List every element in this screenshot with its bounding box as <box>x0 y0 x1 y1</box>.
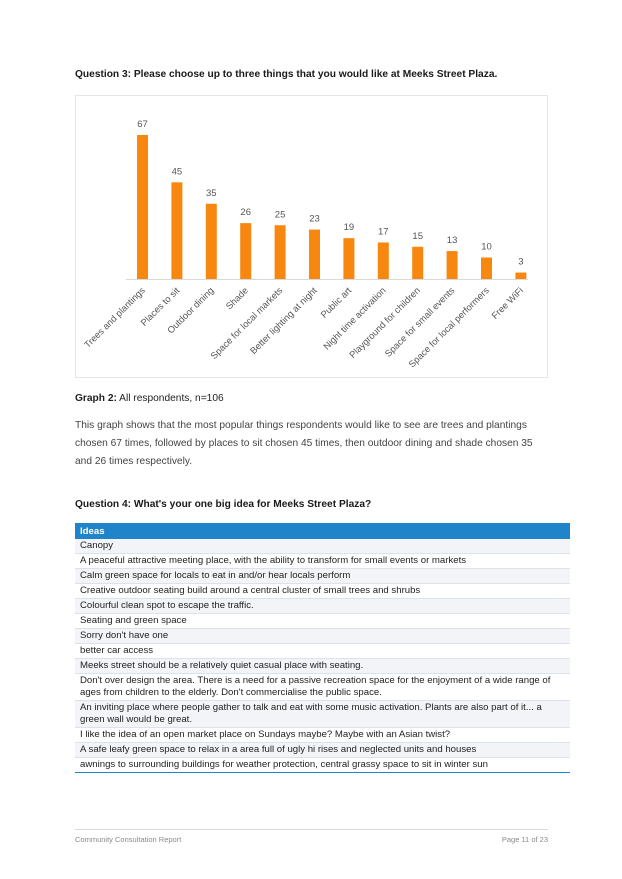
idea-cell: A safe leafy green space to relax in a a… <box>75 742 570 758</box>
category-label: Shade <box>224 285 250 311</box>
idea-cell: A peaceful attractive meeting place, wit… <box>75 553 570 569</box>
ideas-table-row: I like the idea of an open market place … <box>75 727 570 743</box>
ideas-table: Ideas Canopy A peaceful attractive meetin… <box>75 523 570 773</box>
footer-divider <box>75 829 548 830</box>
data-label: 26 <box>240 207 251 218</box>
ideas-table-row: Calm green space for locals to eat in an… <box>75 568 570 584</box>
data-label: 25 <box>275 209 286 220</box>
category-label: Trees and plantings <box>82 285 147 350</box>
idea-cell: I like the idea of an open market place … <box>75 727 570 743</box>
idea-cell: Meeks street should be a relatively quie… <box>75 658 570 674</box>
idea-cell: An inviting place where people gather to… <box>75 700 570 728</box>
ideas-table-row: Meeks street should be a relatively quie… <box>75 658 570 674</box>
data-label: 15 <box>412 231 423 242</box>
graph-caption: Graph 2: All respondents, n=106 <box>75 393 224 404</box>
bar <box>274 225 286 279</box>
idea-cell: Don't over design the area. There is a n… <box>75 673 570 701</box>
idea-cell: Sorry don't have one <box>75 628 570 644</box>
category-label: Public art <box>319 285 354 320</box>
ideas-table-row: Don't over design the area. There is a n… <box>75 673 570 701</box>
idea-cell: awnings to surrounding buildings for wea… <box>75 757 570 773</box>
ideas-table-row: Seating and green space <box>75 613 570 629</box>
bar <box>205 203 217 279</box>
bar <box>412 246 424 279</box>
idea-cell: Calm green space for locals to eat in an… <box>75 568 570 584</box>
footer-report-title: Community Consultation Report <box>75 835 182 844</box>
data-label: 17 <box>378 226 389 237</box>
bar <box>240 223 252 279</box>
ideas-table-row: An inviting place where people gather to… <box>75 700 570 728</box>
ideas-table-row: Canopy <box>75 539 570 554</box>
category-label: Better lighting at night <box>248 285 319 356</box>
ideas-table-row: Creative outdoor seating build around a … <box>75 583 570 599</box>
bar <box>377 242 389 279</box>
question-4-title: Question 4: What's your one big idea for… <box>75 499 372 510</box>
bar <box>343 238 355 279</box>
footer-page-number: Page 11 of 23 <box>501 835 548 844</box>
data-label: 3 <box>518 257 523 268</box>
ideas-table-row: A peaceful attractive meeting place, wit… <box>75 553 570 569</box>
data-label: 13 <box>447 235 458 246</box>
ideas-table-row: awnings to surrounding buildings for wea… <box>75 757 570 773</box>
graph-description: This graph shows that the most popular t… <box>75 420 533 467</box>
graph-caption-text: All respondents, n=106 <box>116 393 224 404</box>
bar <box>446 251 458 279</box>
bar <box>309 229 320 279</box>
category-label: Space for small events <box>383 285 457 359</box>
idea-cell: Colourful clean spot to escape the traff… <box>75 598 570 614</box>
ideas-column-header: Ideas <box>75 523 570 539</box>
ideas-table-row: A safe leafy green space to relax in a a… <box>75 742 570 758</box>
bar-chart-frame: 67 Trees and plantings 45 Places to sit 35 Ou… <box>75 95 548 378</box>
data-label: 67 <box>137 119 148 130</box>
bar <box>171 182 183 279</box>
idea-cell: Creative outdoor seating build around a … <box>75 583 570 599</box>
category-label: Night time activation <box>321 285 387 351</box>
data-label: 23 <box>309 214 320 225</box>
ideas-table-row: Sorry don't have one <box>75 628 570 644</box>
ideas-table-body: Canopy A peaceful attractive meeting plac… <box>75 539 570 773</box>
category-label: Free WiFi <box>490 285 526 321</box>
bar <box>137 135 148 279</box>
ideas-table-header-row: Ideas <box>75 523 570 539</box>
data-label: 45 <box>172 166 183 177</box>
data-label: 35 <box>206 188 217 199</box>
idea-cell: better car access <box>75 643 570 659</box>
bar <box>481 257 492 279</box>
ideas-table-row: better car access <box>75 643 570 659</box>
ideas-table-row: Colourful clean spot to escape the traff… <box>75 598 570 614</box>
idea-cell: Seating and green space <box>75 613 570 629</box>
bar <box>515 272 527 279</box>
idea-cell: Canopy <box>75 539 570 554</box>
data-label: 10 <box>481 242 492 253</box>
graph-caption-label: Graph 2: <box>75 393 117 404</box>
question-3-title: Question 3: Please choose up to three th… <box>75 69 498 80</box>
data-label: 19 <box>344 222 355 233</box>
